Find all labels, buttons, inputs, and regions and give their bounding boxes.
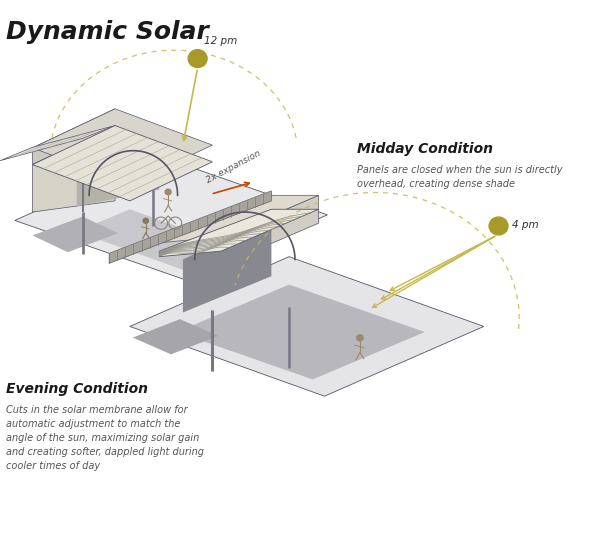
Circle shape [143,218,149,223]
Circle shape [188,50,207,68]
Circle shape [489,217,508,235]
Polygon shape [32,217,118,252]
Text: 4 pm: 4 pm [512,220,538,230]
Polygon shape [109,191,271,263]
Polygon shape [159,209,319,257]
Polygon shape [77,209,254,276]
Text: Dynamic Solar: Dynamic Solar [6,20,209,44]
Text: Cuts in the solar membrane allow for
automatic adjustment to match the
angle of : Cuts in the solar membrane allow for aut… [6,405,204,471]
Circle shape [165,189,171,195]
Polygon shape [130,257,484,396]
Polygon shape [32,126,115,212]
Polygon shape [32,126,212,201]
Polygon shape [183,218,271,312]
Polygon shape [0,126,115,161]
Text: Midday Condition: Midday Condition [357,142,493,156]
Polygon shape [221,195,319,265]
Circle shape [356,335,363,341]
Polygon shape [32,109,212,184]
Text: 12 pm: 12 pm [204,36,237,46]
Text: Panels are closed when the sun is directly
overhead, creating dense shade: Panels are closed when the sun is direct… [357,165,562,189]
Polygon shape [77,134,159,206]
Polygon shape [177,285,425,379]
Polygon shape [15,156,327,279]
Polygon shape [133,319,218,354]
Text: Evening Condition: Evening Condition [6,382,148,396]
Polygon shape [32,109,115,165]
Text: 2x expansion: 2x expansion [204,149,262,185]
Polygon shape [159,195,319,243]
